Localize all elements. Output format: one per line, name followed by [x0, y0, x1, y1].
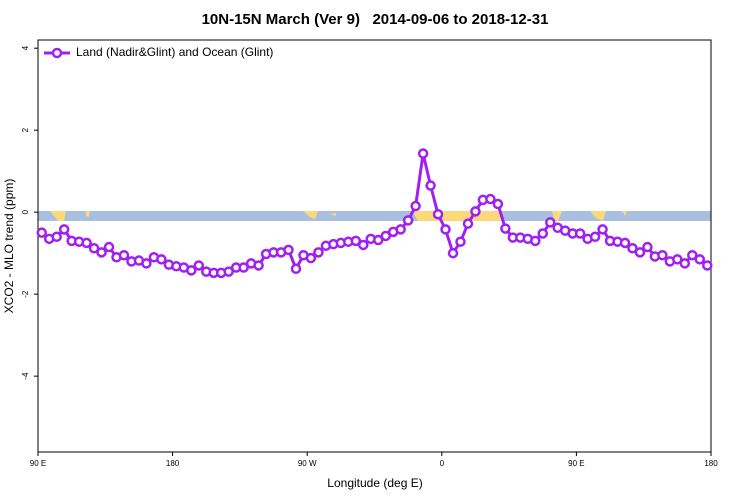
- data-point: [410, 200, 421, 212]
- y-tick-label: -4: [21, 372, 30, 380]
- data-point: [462, 218, 474, 229]
- data-point: [96, 247, 107, 258]
- x-tick-label: 0: [440, 459, 445, 468]
- x-tick-label: 180: [166, 459, 180, 468]
- land-patch: [552, 211, 562, 221]
- data-point: [537, 228, 548, 239]
- data-point: [447, 247, 459, 259]
- data-point: [88, 243, 100, 254]
- data-point: [425, 180, 436, 191]
- data-point: [702, 260, 713, 271]
- chart-title: 10N-15N March (Ver 9) 2014-09-06 to 2018…: [202, 11, 549, 28]
- data-point: [417, 148, 429, 159]
- data-point: [118, 249, 130, 261]
- data-point: [687, 249, 698, 261]
- data-point: [657, 249, 668, 261]
- data-point: [619, 237, 631, 249]
- ocean-strip: [38, 211, 711, 221]
- x-tick-label: 180: [704, 459, 718, 468]
- data-point: [156, 254, 167, 265]
- plot-frame: [37, 39, 712, 453]
- y-tick-label: 0: [21, 209, 30, 214]
- data-point: [58, 224, 70, 235]
- data-point: [485, 193, 496, 205]
- legend-marker: [51, 47, 63, 59]
- y-tick-label: 2: [21, 127, 30, 132]
- land-patch: [622, 211, 627, 216]
- data-point: [492, 198, 504, 210]
- data-point: [627, 243, 638, 254]
- data-point: [350, 235, 362, 247]
- data-point: [283, 244, 294, 256]
- data-point: [36, 227, 47, 238]
- x-axis-label: Longitude (deg E): [327, 476, 422, 490]
- data-point: [694, 254, 706, 265]
- data-point: [440, 224, 451, 235]
- y-tick-label: -2: [21, 290, 30, 298]
- data-point: [186, 265, 197, 276]
- land-patch: [330, 213, 336, 216]
- data-point: [81, 237, 92, 249]
- data-point: [305, 252, 317, 264]
- y-tick-label: 4: [21, 45, 30, 50]
- data-point: [223, 266, 234, 277]
- data-point: [193, 260, 205, 271]
- land-patch: [303, 211, 318, 219]
- data-point: [642, 241, 653, 253]
- data-point: [432, 208, 444, 220]
- y-axis-label: XCO2 - MLO trend (ppm): [2, 179, 16, 314]
- data-point: [290, 263, 302, 275]
- land-patch: [590, 211, 606, 221]
- data-point: [589, 231, 601, 243]
- data-point: [141, 258, 152, 269]
- data-point: [51, 231, 62, 243]
- data-point: [679, 258, 691, 269]
- map-strip: [38, 211, 711, 221]
- data-point: [634, 247, 646, 258]
- x-tick-label: 90 W: [298, 459, 317, 468]
- data-point: [597, 224, 608, 235]
- data-point: [544, 217, 556, 228]
- data-point: [372, 234, 384, 246]
- data-point: [238, 262, 249, 273]
- legend-label: Land (Nadir&Glint) and Ocean (Glint): [76, 45, 273, 59]
- data-point: [574, 228, 586, 239]
- x-tick-label: 90 E: [30, 459, 46, 468]
- data-point: [402, 215, 414, 226]
- data-point: [470, 206, 481, 217]
- land-patch: [86, 211, 90, 217]
- data-point: [253, 260, 264, 271]
- x-tick-label: 90 E: [568, 459, 584, 468]
- data-point: [530, 235, 541, 247]
- land-patch: [412, 211, 504, 221]
- land-patch: [50, 211, 66, 221]
- data-point: [380, 230, 391, 242]
- data-point: [672, 254, 683, 265]
- data-point: [500, 223, 511, 234]
- data-point: [358, 239, 369, 251]
- data-point: [103, 241, 115, 253]
- data-point: [455, 236, 466, 247]
- data-point: [313, 247, 324, 258]
- data-point: [395, 224, 406, 235]
